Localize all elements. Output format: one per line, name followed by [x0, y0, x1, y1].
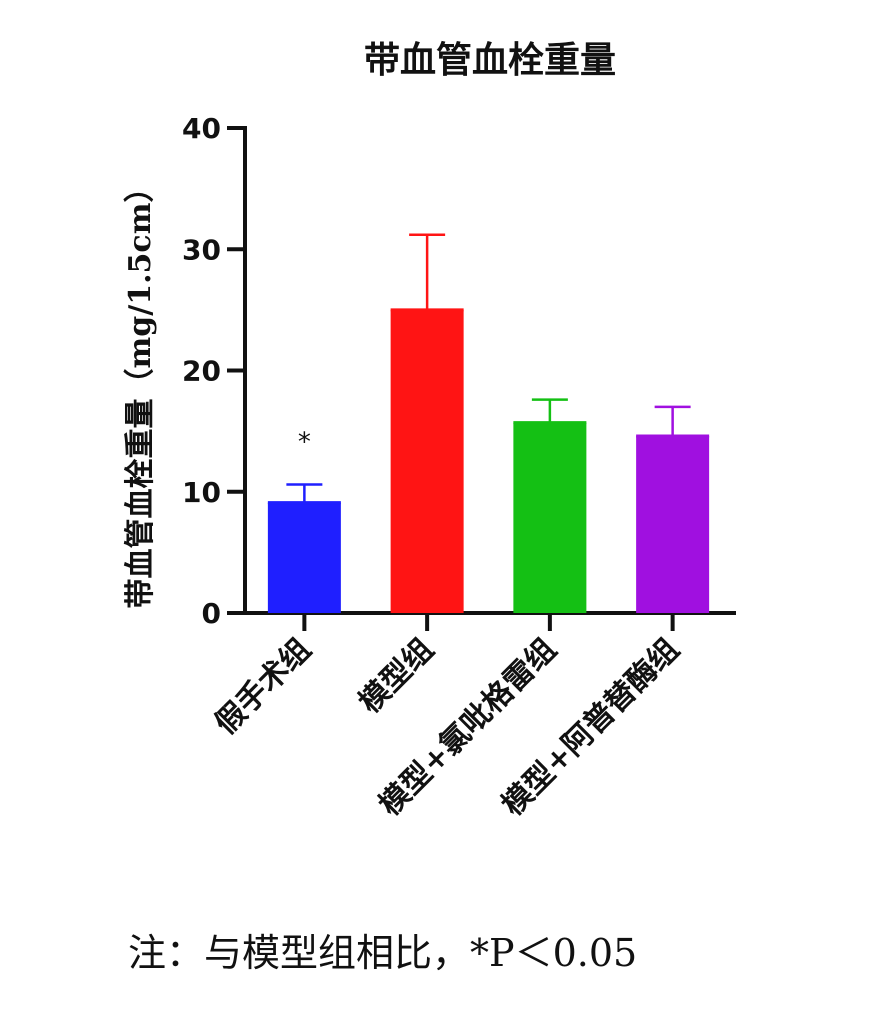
- bar: [636, 435, 710, 613]
- chart-title: 带血管血栓重量: [364, 39, 616, 81]
- error-bars: [286, 233, 691, 503]
- category-label: 假手术组: [208, 632, 318, 742]
- bar: [390, 309, 464, 613]
- footnote: 注：与模型组相比，*P＜0.05: [128, 931, 638, 975]
- y-tick-label: 10: [182, 476, 221, 509]
- y-axis-label: 带血管血栓重量（mg/1.5cm）: [123, 173, 158, 609]
- y-tick-label: 0: [202, 597, 221, 630]
- bar: [267, 502, 341, 613]
- bar: [513, 422, 587, 613]
- y-tick-labels: 0 10 20 30 40: [182, 112, 221, 630]
- y-tick-label: 30: [182, 233, 221, 266]
- y-tick-label: 40: [182, 112, 221, 145]
- y-tick-label: 20: [182, 355, 221, 388]
- significance-marker: *: [298, 427, 311, 457]
- annotations: *: [298, 427, 311, 457]
- category-label: 模型组: [352, 632, 440, 720]
- y-axis-label-group: 带血管血栓重量（mg/1.5cm）: [123, 173, 158, 609]
- bars: [267, 308, 710, 613]
